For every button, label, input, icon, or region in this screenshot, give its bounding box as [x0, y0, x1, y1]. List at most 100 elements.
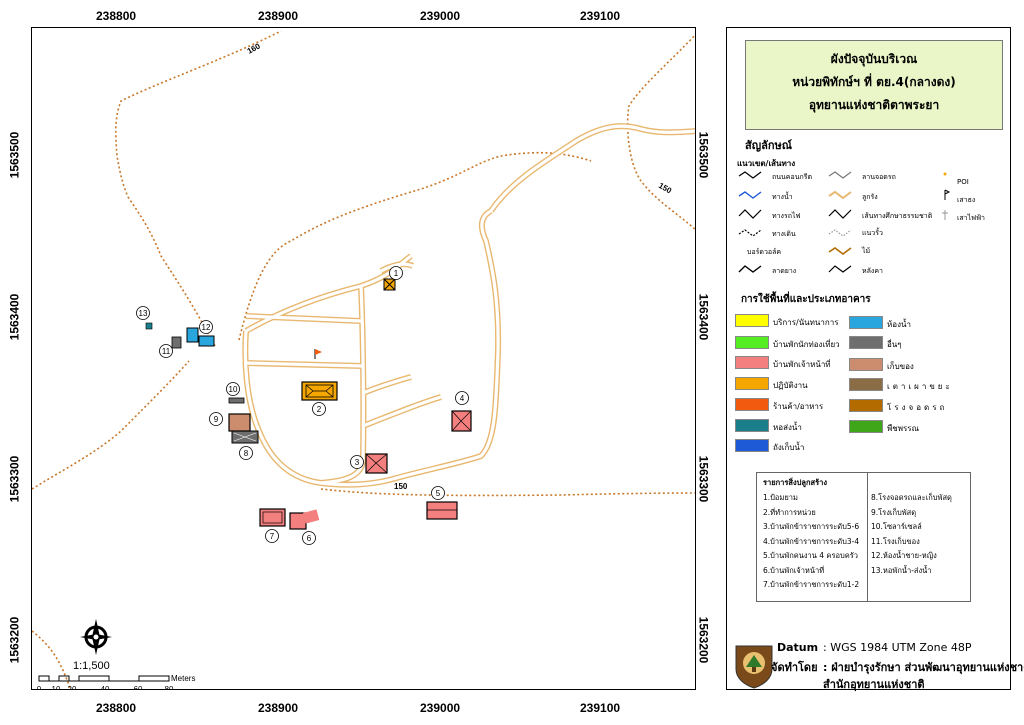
building-list-left: 1.ป้อมยาม 2.ที่ทำการหน่วย 3.บ้านพักข้ารา… — [763, 491, 859, 593]
landuse-label: เก็บของ — [887, 362, 914, 371]
roof-symbol — [828, 265, 852, 273]
list-item: 9.โรงเก็บพัสดุ — [871, 507, 917, 517]
building-3-house — [365, 453, 388, 474]
legend-heading: สัญลักษณ์ — [745, 139, 792, 152]
landuse-label: ห้องน้ำ — [887, 320, 911, 329]
list-item: 5.บ้านพักคนงาน 4 ครอบครัว — [763, 551, 858, 560]
scale-tick: 40 — [101, 685, 110, 690]
line-symbols — [738, 171, 951, 273]
landuse-swatch — [849, 358, 883, 371]
parking-lot-symbol — [828, 171, 852, 179]
flagpole-symbol — [944, 189, 951, 200]
map-title-line-1: ผังปัจจุบันบริเวณ — [830, 52, 918, 66]
building-number: 4 — [460, 394, 465, 403]
scale-tick: 60 — [134, 685, 143, 690]
list-item: 2.ที่ทำการหน่วย — [763, 507, 816, 517]
made-by-value: : ฝ่ายบำรุงรักษา ส่วนพัฒนาอุทยานแห่งชาติ — [823, 661, 1024, 674]
legend-line-label: บอร์ดวอล์ค — [747, 248, 782, 256]
landuse-label: บ้านพักเจ้าหน้าที่ — [773, 360, 831, 369]
building-number: 7 — [270, 532, 275, 541]
list-item: 13.หอพักน้ำ-ส่งน้ำ — [871, 565, 932, 575]
legend-line-label: เสาธง — [957, 196, 976, 204]
building-2-office — [301, 381, 338, 401]
north-arrow-icon — [80, 619, 112, 655]
list-item: 4.บ้านพักข้าราชการระดับ3-4 — [763, 536, 860, 546]
building-12-restroom — [186, 327, 215, 347]
landuse-heading: การใช้พื้นที่และประเภทอาคาร — [741, 294, 871, 305]
contour-line — [238, 151, 592, 341]
building-number: 1 — [394, 269, 399, 278]
contour-line — [32, 360, 190, 490]
contour-label: 160 — [246, 41, 262, 55]
building-number: 8 — [244, 449, 249, 458]
building-number-marker: 8 — [239, 446, 253, 460]
list-divider — [867, 473, 868, 601]
map-frame[interactable]: 160 150 150 1 2 3 4 5 6 7 8 9 10 — [31, 27, 696, 690]
top-coord-label: 239100 — [580, 9, 621, 23]
landuse-label: ปฏิบัติงาน — [773, 381, 808, 390]
power-pole-symbol — [942, 210, 948, 220]
building-number-marker: 4 — [455, 391, 469, 405]
building-9-storage — [228, 413, 251, 432]
landuse-label: บ้านพักนักท่องเที่ยว — [773, 340, 840, 349]
list-item: 6.บ้านพักเจ้าหน้าที่ — [763, 565, 825, 575]
building-list-heading: รายการสิ่งปลูกสร้าง — [763, 478, 828, 487]
building-number-marker: 7 — [265, 529, 279, 543]
landuse-swatch — [849, 336, 883, 349]
legend-line-label: POI — [957, 178, 969, 186]
office-name: สำนักอุทยานแห่งชาติ — [823, 678, 925, 691]
building-8-garage — [231, 430, 259, 444]
right-coord-label: 1563200 — [696, 616, 711, 664]
legend-line-label: ลาดยาง — [772, 267, 797, 275]
landuse-label: ถังเก็บน้ำ — [773, 443, 805, 452]
list-item: 8.โรงจอดรถและเก็บพัสดุ — [871, 493, 952, 502]
map-canvas: 160 150 150 1 2 3 4 5 6 7 8 9 10 — [32, 30, 695, 690]
legend-line-label: ทางน้ำ — [772, 193, 793, 201]
contour-line — [32, 630, 72, 689]
list-item: 3.บ้านพักข้าราชการระดับ5-6 — [763, 522, 860, 531]
list-item: 7.บ้านพักข้าราชการระดับ1-2 — [763, 580, 860, 589]
landuse-swatch — [849, 378, 883, 391]
map-title-line-2: หน่วยพิทักษ์ฯ ที่ ตย.4(กลางดง) — [792, 75, 956, 89]
scale-bar — [38, 675, 170, 682]
building-number-marker: 3 — [350, 455, 364, 469]
flagpole-symbol — [314, 349, 322, 359]
bottom-coord-label: 238900 — [258, 701, 299, 715]
legend-line-label: ถนนคอนกรีต — [772, 173, 813, 181]
lines-heading: แนวเขต/เส้นทาง — [737, 159, 796, 168]
poi-symbol — [943, 172, 947, 176]
landuse-label: บริการ/นันทนาการ — [773, 318, 839, 327]
legend-line-label: เสาไฟฟ้า — [957, 214, 985, 222]
building-number-marker: 2 — [312, 402, 326, 416]
right-coord-label: 1563400 — [696, 293, 711, 341]
top-coord-label: 238800 — [96, 9, 137, 23]
left-coord-label: 1563300 — [7, 455, 22, 503]
contour-label: 150 — [657, 181, 674, 196]
landuse-label: หอส่งน้ำ — [773, 423, 802, 432]
landuse-swatch — [849, 399, 883, 412]
laterite-roads — [242, 123, 695, 488]
landuse-swatch — [735, 419, 769, 432]
building-number-marker: 12 — [199, 320, 213, 334]
list-item: 1.ป้อมยาม — [763, 493, 798, 502]
building-number: 6 — [307, 534, 312, 543]
building-10-solar — [228, 397, 245, 404]
building-1-guardhouse — [383, 278, 396, 291]
building-number: 10 — [229, 385, 238, 394]
legend-line-label: หลังคา — [862, 267, 883, 275]
legend-line-label: เส้นทางศึกษาธรรมชาติ — [862, 212, 933, 220]
wood-symbol — [828, 247, 852, 255]
scale-tick: 10 — [52, 685, 61, 690]
map-title-box: ผังปัจจุบันบริเวณ หน่วยพิทักษ์ฯ ที่ ตย.4… — [745, 40, 1003, 130]
map-title-line-3: อุทยานแห่งชาติตาพระยา — [808, 98, 940, 112]
building-list: รายการสิ่งปลูกสร้าง 1.ป้อมยาม 2.ที่ทำการ… — [756, 472, 971, 602]
nature-trail-symbol — [828, 209, 852, 219]
laterite-road-symbol — [828, 190, 852, 200]
landuse-label: ร้านค้า/อาหาร — [773, 402, 824, 411]
building-number-marker: 1 — [389, 266, 403, 280]
legend-line-label: ทางเดิน — [772, 230, 796, 238]
scale-ticks: 0 10 20 40 60 80 — [37, 685, 174, 690]
landuse-swatch — [735, 377, 769, 390]
bottom-coord-label: 239000 — [420, 701, 461, 715]
right-coord-label: 1563300 — [696, 455, 711, 503]
